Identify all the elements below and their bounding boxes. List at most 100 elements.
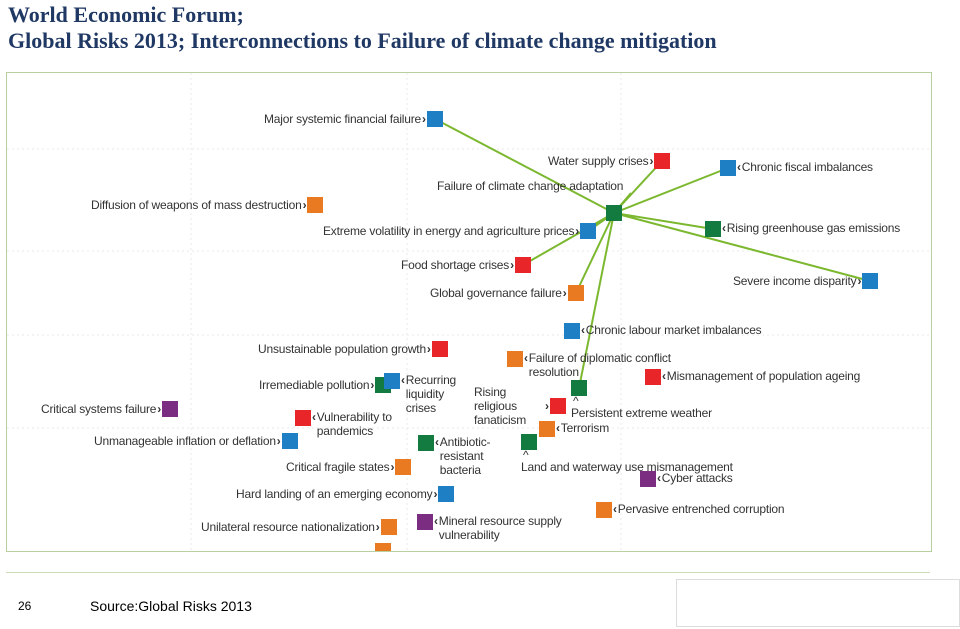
risk-label: Chronic fiscal imbalances	[741, 160, 873, 174]
risk-label: Major systemic financial failure	[264, 112, 421, 126]
risk-square-icon	[539, 421, 555, 437]
risk-label: Irremediable pollution	[259, 378, 370, 392]
risk-label: Terrorism	[560, 421, 609, 435]
risk-node-critical-fragile-states: Critical fragile states ›	[286, 459, 412, 475]
chevron-right-icon: ›	[157, 402, 162, 416]
risk-label: Failure of climate change adaptation	[437, 179, 624, 193]
risk-square-icon	[571, 380, 587, 396]
risk-label: Severe income disparity	[733, 274, 857, 288]
risk-node-cyber-attacks: ‹ Cyber attacks	[640, 471, 733, 487]
risk-node-severe-income-disparity: Severe income disparity ›	[733, 273, 879, 289]
risk-node-pervasive-entrenched-corruption: ‹ Pervasive entrenched corruption	[596, 502, 785, 518]
risk-label: Extreme volatility in energy and agricul…	[323, 224, 575, 238]
risk-square-icon	[580, 223, 597, 239]
chevron-right-icon: ›	[857, 274, 862, 288]
risk-square-icon	[564, 323, 580, 339]
chevron-left-icon: ‹	[657, 471, 661, 485]
risk-square-icon	[426, 111, 443, 127]
risk-node-food-shortage-crises: Food shortage crises ›	[401, 257, 531, 273]
risk-label: Diffusion of weapons of mass destruction	[91, 198, 302, 212]
chevron-up-icon: ^	[523, 448, 529, 462]
chevron-right-icon: ›	[276, 434, 281, 448]
risk-node-unilateral-resource-nationalization: Unilateral resource nationalization ›	[201, 519, 397, 535]
risk-label: Food shortage crises	[401, 258, 510, 272]
risk-label: Land and waterway use mismanagement	[521, 460, 733, 474]
chevron-left-icon: ‹	[434, 514, 438, 528]
risk-network-diagram: Major systemic financial failure › Water s…	[6, 72, 932, 552]
chevron-right-icon: ›	[575, 224, 580, 238]
link-major-systemic-financial-failure	[434, 118, 615, 214]
risk-label: Critical fragile states	[286, 460, 390, 474]
risk-node-critical-systems-failure: Critical systems failure ›	[41, 401, 179, 417]
chevron-right-icon: ›	[302, 198, 307, 212]
chevron-right-icon: ›	[562, 286, 567, 300]
link-global-governance-failure	[575, 212, 615, 294]
risk-square-icon	[431, 341, 448, 357]
chevron-right-icon: ›	[422, 112, 426, 126]
connection-lines	[7, 73, 931, 551]
risk-square-icon	[567, 285, 584, 301]
link-food-shortage-crises	[522, 212, 615, 266]
risk-node-global-governance-failure: Global governance failure ›	[430, 285, 584, 301]
risk-square-icon	[418, 435, 434, 451]
risk-node-extreme-volatility: Extreme volatility in energy and agricul…	[323, 223, 597, 239]
risk-node-diffusion-of-weapons: Diffusion of weapons of mass destruction…	[91, 197, 324, 213]
risk-label: Critical systems failure	[41, 402, 157, 416]
title-line-1: World Economic Forum;	[8, 2, 244, 27]
risk-label: Chronic labour market imbalances	[585, 323, 762, 337]
chevron-left-icon: ‹	[722, 221, 726, 235]
risk-square-icon	[507, 351, 523, 367]
source-caption: Source:Global Risks 2013	[90, 598, 252, 614]
risk-node-terrorism: ‹ Terrorism	[539, 421, 609, 437]
risk-label: Unmanageable inflation or deflation	[94, 434, 276, 448]
link-severe-income-disparity	[613, 212, 871, 282]
risk-square-icon	[395, 459, 412, 475]
risk-square-icon	[645, 369, 661, 385]
risk-square-icon	[375, 543, 391, 551]
risk-square-icon	[521, 434, 537, 450]
risk-label: Hard landing of an emerging economy	[236, 487, 433, 501]
risk-square-icon	[705, 221, 721, 237]
risk-node-rising-religious-fanaticism: Rising religious fanaticism ›	[474, 385, 566, 427]
risk-label: Unilateral resource nationalization	[201, 520, 375, 534]
title-line-2: Global Risks 2013; Interconnections to F…	[8, 28, 717, 53]
risk-node-mismanagement-of-population-ageing: ‹ Mismanagement of population ageing	[645, 369, 860, 385]
risk-node-unsustainable-population-growth: Unsustainable population growth ›	[258, 341, 448, 357]
chevron-left-icon: ‹	[613, 502, 617, 516]
link-rising-greenhouse-gas-emissions	[613, 212, 714, 230]
risk-square-icon	[862, 273, 879, 289]
link-persistent-extreme-weather	[578, 212, 615, 389]
chevron-right-icon: ›	[375, 520, 380, 534]
risk-square-icon	[380, 519, 397, 535]
risk-label: Failure of diplomatic conflict resolutio…	[528, 351, 671, 379]
risk-square-icon	[596, 502, 612, 518]
risk-square-icon	[514, 257, 531, 273]
risk-square-icon	[438, 486, 455, 502]
hub-node	[606, 205, 622, 221]
risk-node-hard-landing-of-an-emerging-economy: Hard landing of an emerging economy ›	[236, 486, 455, 502]
risk-node-antibiotic-resistant-bacteria: ‹ Antibiotic-resistant bacteria	[418, 435, 510, 477]
risk-label: Persistent extreme weather	[571, 406, 712, 420]
risk-node-persistent-extreme-weather: ^ Persistent extreme weather	[571, 380, 712, 420]
chevron-left-icon: ‹	[435, 435, 439, 449]
risk-label: Global governance failure	[430, 286, 562, 300]
risk-label: Unsustainable population growth	[258, 342, 426, 356]
logo-placeholder	[676, 579, 960, 627]
risk-square-icon	[549, 398, 566, 414]
risk-square-icon	[417, 514, 433, 530]
risk-label: Cyber attacks	[661, 471, 733, 485]
chevron-left-icon: ‹	[401, 373, 405, 387]
hub-square-icon	[606, 205, 622, 221]
risk-label: Recurring liquidity crises	[405, 373, 457, 415]
chevron-up-icon: ^	[573, 394, 579, 408]
chevron-right-icon: ›	[370, 378, 375, 392]
risk-label: Vulnerability to pandemics	[316, 410, 392, 438]
link-chronic-fiscal-imbalances	[613, 167, 729, 214]
risk-node-chronic-fiscal-imbalances: ‹ Chronic fiscal imbalances	[720, 160, 873, 176]
risk-node-land-and-waterway-use-mismanagement: ^ Land and waterway use mismanagement	[521, 434, 733, 474]
risk-label: Antibiotic-resistant bacteria	[439, 435, 491, 477]
risk-square-icon	[162, 401, 179, 417]
risk-square-icon	[640, 471, 656, 487]
page-title: World Economic Forum; Global Risks 2013;…	[8, 2, 717, 54]
risk-node-water-supply-crises: Water supply crises ›	[548, 153, 671, 169]
